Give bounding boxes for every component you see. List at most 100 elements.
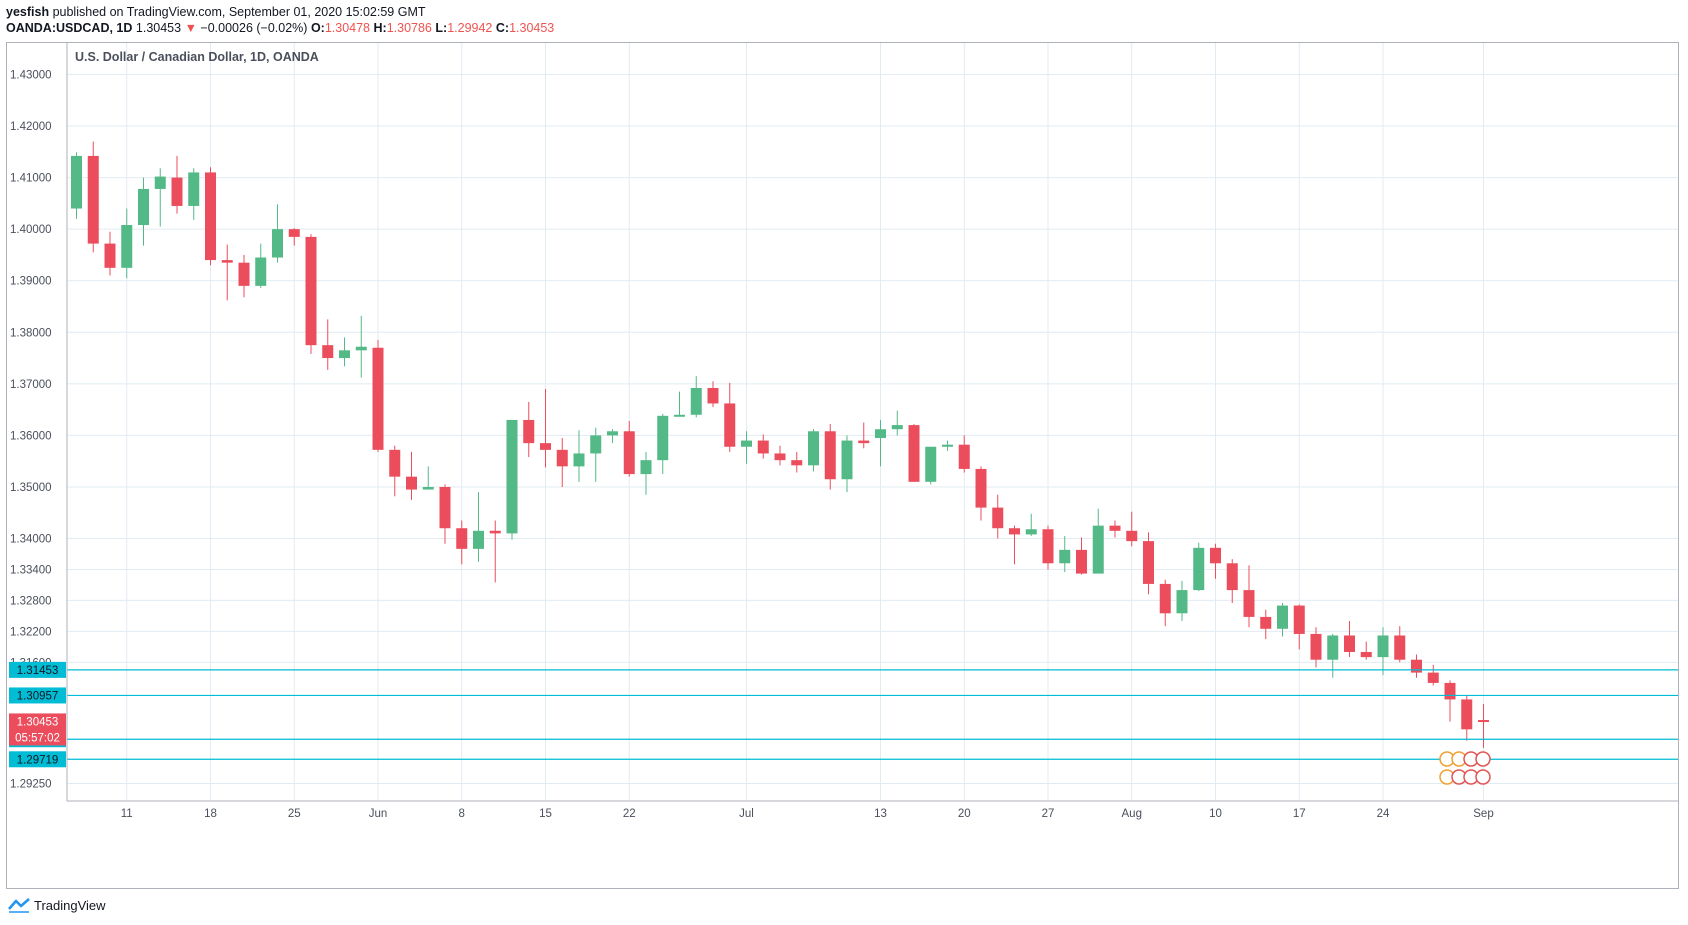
candle-body [1411,659,1422,673]
candle-body [439,486,451,529]
tradingview-brand[interactable]: TradingView [34,897,106,913]
down-arrow-icon: ▼ [184,21,197,35]
candle-body [205,172,216,261]
price-tick-label: 1.38000 [10,327,52,339]
price-axis[interactable]: 1.292501.316001.322001.328001.334001.340… [10,69,52,790]
candle-body [1444,682,1456,700]
time-tick-label: 8 [459,808,465,820]
candle-body [138,188,149,226]
high-value: 1.30786 [386,21,432,35]
candle-body [305,236,317,346]
candle-body [1193,547,1205,591]
candle-body [506,419,518,534]
time-tick-label: 18 [204,808,217,820]
candle-body [1025,529,1037,535]
time-tick-label: 13 [874,808,887,820]
candle-body [1310,633,1322,660]
candle-body [724,403,736,447]
candle-body [1327,635,1339,660]
price-tick-label: 1.32800 [10,595,52,607]
candle-body [590,435,602,454]
price-tick-label: 1.35000 [10,482,52,494]
candle-body [540,443,551,450]
symbol-line: OANDA:USDCAD, 1D 1.30453 ▼ −0.00026 (−0.… [6,20,554,36]
candle-body [640,460,652,475]
candle-body [1009,528,1020,535]
time-tick-label: 10 [1209,808,1222,820]
candle-body [188,172,200,206]
candle-body [322,345,334,359]
last-price: 1.30453 [135,21,182,35]
candle-body [288,229,300,237]
time-tick-label: 15 [539,808,552,820]
horizontal-levels [67,669,1678,760]
candle-body [607,431,618,436]
publish-info: published on TradingView.com, September … [52,5,426,19]
flag-ca-icon[interactable] [1475,769,1491,785]
last-price-badge [9,713,66,746]
candle-body [1176,590,1188,614]
time-tick-label: 27 [1042,808,1055,820]
publish-line: yesfish published on TradingView.com, Se… [6,4,554,20]
event-flags[interactable] [1439,751,1491,785]
candle-body [1042,529,1054,564]
low-value: 1.29942 [447,21,493,35]
candle-body [238,262,250,286]
candle-body [221,260,233,263]
price-tick-label: 1.40000 [10,224,52,236]
time-tick-label: 11 [121,808,133,820]
tradingview-logo-icon [8,898,30,913]
time-tick-label: Sep [1473,808,1493,820]
time-tick-label: 24 [1377,808,1390,820]
candle-body [456,528,468,549]
candle-body [1260,616,1272,629]
candle-body [1293,605,1305,634]
candle-body [674,414,685,417]
open-label: O: [310,21,325,35]
author-name[interactable]: yesfish [6,5,50,19]
time-tick-label: 22 [623,808,636,820]
candle-body [573,453,585,467]
open-value: 1.30478 [324,21,371,35]
time-tick-label: 25 [288,808,301,820]
candle-body [1159,583,1171,614]
grid-lines [67,43,1678,801]
price-tick-label: 1.43000 [10,69,52,81]
candle-body [422,486,434,490]
candle-body [1461,699,1473,730]
candle-body [858,440,870,444]
level-badge-label: 1.30957 [17,690,59,702]
candle-body [1277,605,1288,629]
candle-body [1109,525,1121,531]
candle-body [925,446,937,482]
candle-body [808,431,819,466]
flag-us-icon[interactable] [1475,751,1491,767]
time-axis[interactable]: 11 18 25 Jun 8 15 22 Jul 13 20 27 Aug 10 17 24 Sep [121,808,1494,820]
candle-body [1394,635,1406,660]
candlestick-chart[interactable]: 1.292501.316001.322001.328001.334001.340… [7,43,1678,888]
candle-body [623,431,635,475]
candle-body [992,507,1004,529]
price-tick-label: 1.41000 [10,173,52,185]
candle-body [841,440,853,480]
candle-body [791,460,803,466]
candle-body [355,346,367,351]
candles [71,141,1489,748]
candle-body [1344,635,1355,652]
candle-body [1210,547,1221,564]
candle-body [774,453,786,461]
candle-body [942,444,953,447]
candle-body [154,176,166,189]
level-badge-label: 1.29719 [17,754,59,766]
candle-body [958,444,970,469]
candle-body [473,530,484,549]
candle-body [489,530,501,534]
candle-body [1377,635,1389,658]
candle-body [1076,549,1087,574]
candle-body [339,350,350,359]
chart-frame: 1.292501.316001.322001.328001.334001.340… [6,42,1679,889]
candle-body [406,476,417,490]
symbol-name: OANDA:USDCAD, 1D [6,21,133,35]
level-badge [9,687,66,704]
chart-title: U.S. Dollar / Canadian Dollar, 1D, OANDA [75,50,319,64]
